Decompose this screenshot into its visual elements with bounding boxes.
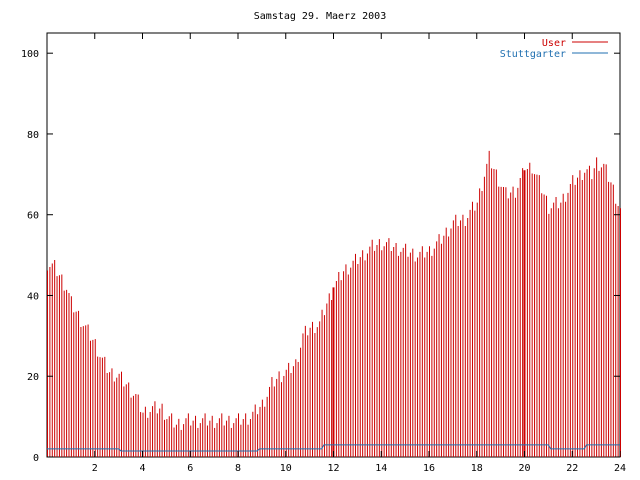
x-tick-label: 24 <box>614 463 626 474</box>
y-tick-label: 60 <box>27 211 39 222</box>
x-tick-label: 18 <box>471 463 483 474</box>
x-tick-label: 10 <box>280 463 292 474</box>
y-tick-label: 100 <box>21 49 39 60</box>
legend: User Stuttgarter <box>500 38 608 60</box>
y-tick-label: 20 <box>27 372 39 383</box>
x-tick-label: 2 <box>92 463 98 474</box>
stuttgarter-line <box>47 444 620 452</box>
x-tick-label: 22 <box>566 463 578 474</box>
x-tick-label: 14 <box>375 463 387 474</box>
x-axis-ticks: 2 4 6 8 10 12 14 16 18 20 22 24 <box>92 33 626 474</box>
chart-title: Samstag 29. Maerz 2003 <box>254 11 386 22</box>
user-highlights <box>332 170 526 457</box>
y-tick-label: 0 <box>33 453 39 464</box>
x-tick-label: 8 <box>235 463 241 474</box>
legend-label-stuttgarter: Stuttgarter <box>500 49 566 60</box>
x-tick-label: 6 <box>187 463 193 474</box>
user-bars <box>47 150 621 457</box>
x-tick-label: 4 <box>139 463 145 474</box>
x-tick-label: 20 <box>518 463 530 474</box>
x-tick-label: 16 <box>423 463 435 474</box>
legend-label-user: User <box>542 38 566 49</box>
y-tick-label: 80 <box>27 130 39 141</box>
y-tick-label: 40 <box>27 291 39 302</box>
x-tick-label: 12 <box>327 463 339 474</box>
y-axis-ticks: 0 20 40 60 80 100 <box>21 49 620 464</box>
